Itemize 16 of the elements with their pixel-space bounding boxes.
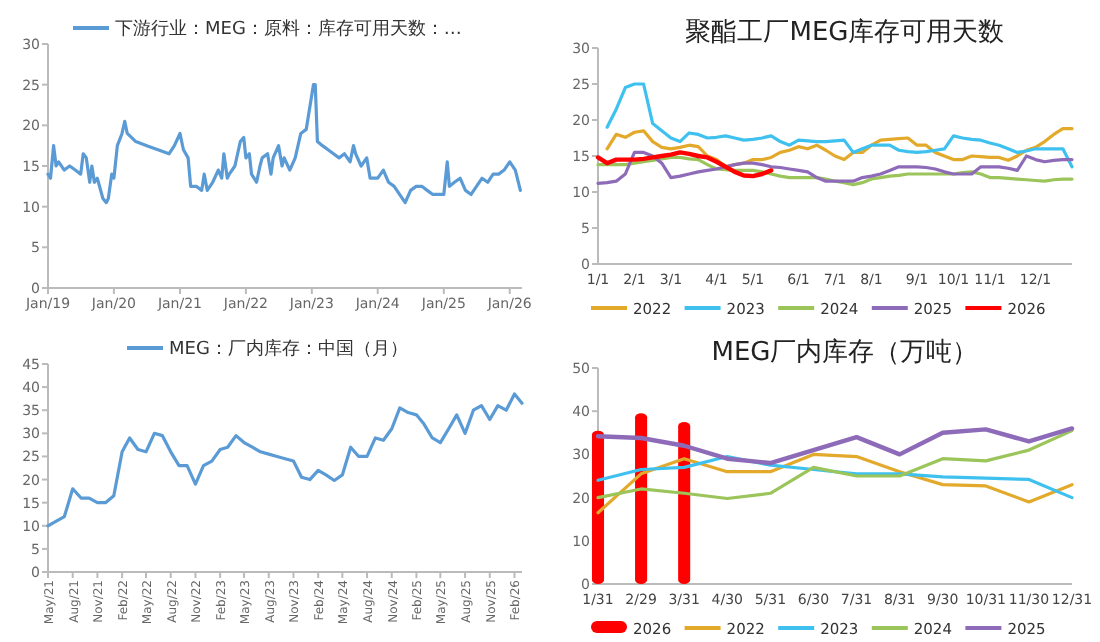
bar [591,430,605,584]
line-series [46,83,522,205]
bar [635,413,648,584]
legend-label: 下游行业：MEG：原料：库存可用天数：… [115,18,462,40]
line-series [46,392,524,528]
line-series [595,426,1075,466]
line-series [595,150,774,179]
line-series [605,127,1074,169]
chart-title: MEG厂内库存（万吨） [711,338,979,368]
line-series [596,452,1074,515]
line-series [596,454,1074,500]
chart-title: 聚酯工厂MEG库存可用天数 [685,18,1005,48]
line-series [605,82,1074,169]
line-series [596,429,1074,501]
legend-label: MEG：厂内库存：中国（月） [169,338,408,360]
bar [678,422,691,584]
